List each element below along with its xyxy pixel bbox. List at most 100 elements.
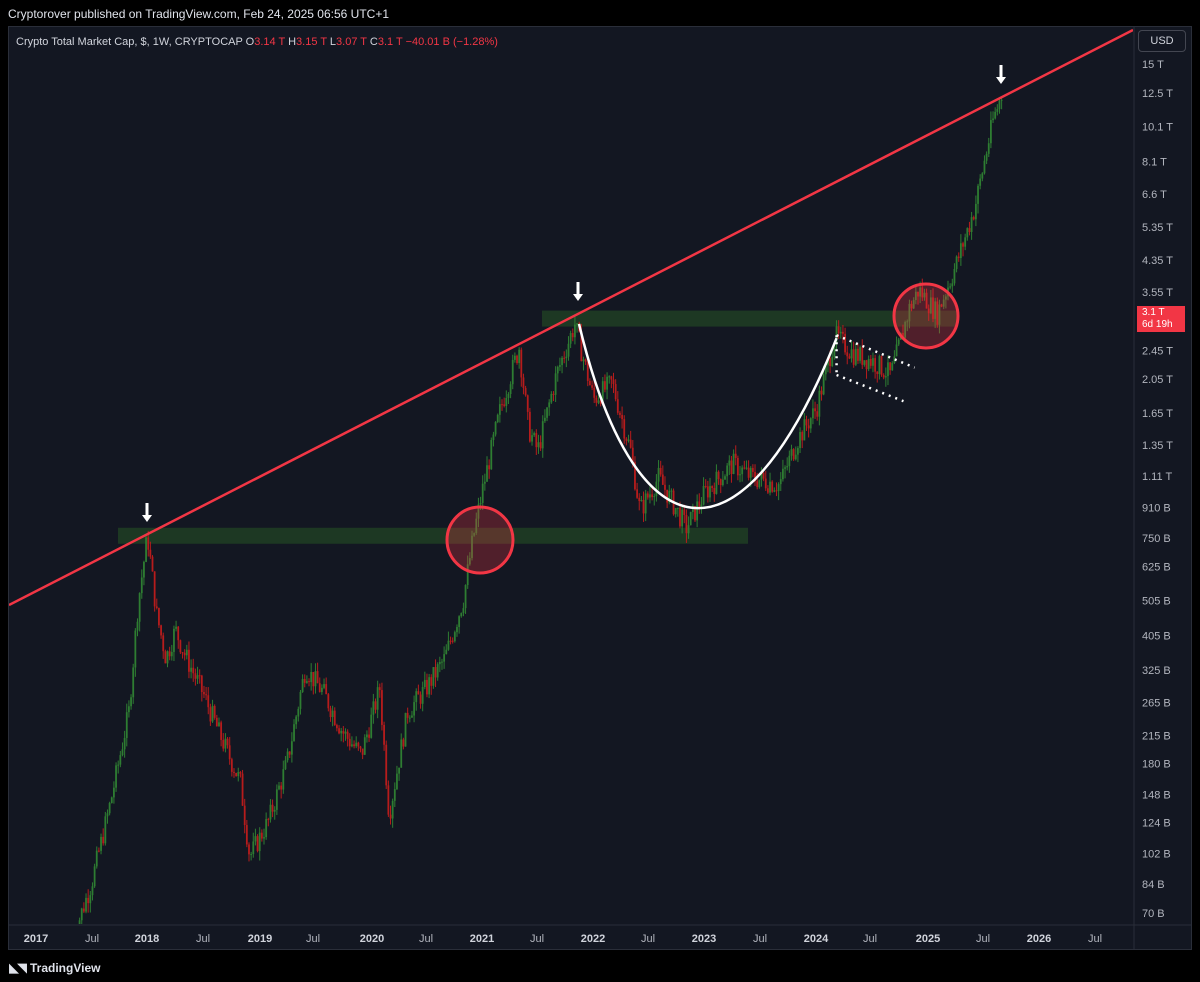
candle-body [222,739,225,749]
candle-body [314,671,317,687]
candle-body [569,333,572,344]
candle-body [732,453,735,475]
candle-body [728,460,731,466]
candle-body [964,237,967,247]
top-marker-arrow-icon [996,65,1006,84]
candle-body [807,425,810,429]
candle-body [421,687,424,704]
footer: ◣◥ TradingView [0,950,1200,982]
candle-body [764,478,767,489]
candle-body [406,712,409,718]
candle-body [522,377,525,388]
price-tick-label: 6.6 T [1142,189,1167,201]
candle-body [895,344,898,357]
candle-body [962,243,964,247]
candle-body [153,571,156,607]
candle-body [908,303,911,322]
candle-body [790,449,793,456]
candle-body [627,439,630,441]
candle-body [520,349,523,378]
breakout-circle-2021[interactable] [445,505,515,575]
candle-body [979,178,982,186]
cup-curve[interactable] [577,323,838,510]
candle-body [754,471,756,482]
candle-body [934,301,937,319]
candle-body [970,217,973,233]
candle-body [863,360,866,365]
price-tick-label: 102 B [1142,848,1171,860]
candle-body [844,333,846,353]
candle-body [323,684,325,688]
candle-body [820,390,823,395]
candle-body [85,897,87,912]
tradingview-logo[interactable]: ◣◥ TradingView [9,960,100,976]
candle-body [799,432,801,449]
chart-frame[interactable] [8,26,1192,950]
candle-body [501,404,503,406]
candle-body [631,447,634,462]
candle-body [760,472,763,480]
flag-lower-line[interactable] [836,373,904,403]
candle-body [286,751,289,761]
time-tick-label: Jul [641,933,655,945]
candle-body [102,836,105,844]
candle-body [303,678,306,683]
currency-button[interactable]: USD [1138,30,1186,52]
candle-body [511,359,514,385]
brand-name: TradingView [30,961,101,975]
candle-body [874,358,877,372]
candle-body [571,333,574,338]
candle-body [552,393,555,395]
candle-body [749,467,752,478]
candle-body [218,722,220,727]
price-tick-label: 3.55 T [1142,287,1173,299]
support-zone-upper[interactable] [542,310,957,327]
support-zone-lower[interactable] [118,527,748,544]
breakout-circle-2024[interactable] [892,282,960,350]
low-value: 3.07 T [336,36,367,48]
candle-body [104,816,107,844]
candle-body [250,854,253,856]
candle-body [82,908,85,912]
price-tick-label: 148 B [1142,790,1171,802]
candle-body [237,772,240,777]
candle-body [151,556,154,572]
candle-body [168,651,171,657]
candle-body [953,268,956,284]
candle-body [706,486,709,498]
candle-body [312,671,315,687]
candle-body [93,866,96,887]
candle-body [801,432,804,441]
candle-body [989,120,992,144]
candle-body [471,535,473,559]
resistance-trendline[interactable] [9,28,1133,607]
candle-body [687,525,690,534]
price-tick-label: 2.05 T [1142,374,1173,386]
candle-body [619,412,621,415]
candle-body [361,748,364,755]
candle-body [393,789,396,801]
candle-body [814,408,816,412]
candle-body [179,640,182,653]
candle-body [252,841,255,855]
candle-body [546,407,548,418]
candle-body [940,304,943,307]
price-axis[interactable]: 15 T 12.5 T 10.1 T 8.1 T 6.6 T 5.35 T 4.35 T 3.… [1142,59,1173,920]
price-tick-label: 4.35 T [1142,255,1173,267]
candle-body [196,675,199,679]
candle-body [318,683,321,692]
candle-body [143,561,145,578]
candle-body [363,737,366,755]
candle-body [730,460,733,475]
flag-upper-line[interactable] [836,334,916,369]
candle-body [372,701,375,715]
candle-body [983,160,986,174]
time-axis[interactable]: 2017 Jul 2018 Jul 2019 Jul 2020 Jul 2021 Jul 2022 J… [24,933,1102,945]
candle-body [123,737,126,750]
candle-body [550,393,553,403]
candle-body [308,681,310,683]
candle-body [837,326,840,334]
candle-body [256,836,259,852]
close-value: 3.1 T [377,36,403,48]
